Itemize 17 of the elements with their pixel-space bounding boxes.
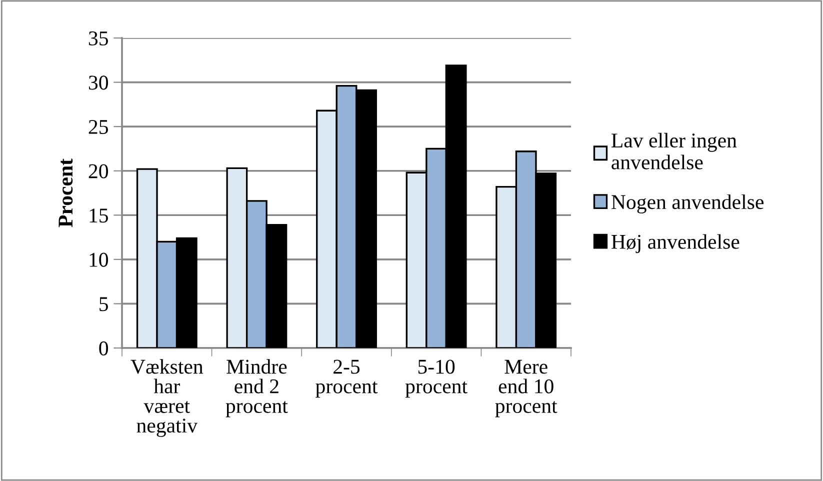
x-tick-label: 5-10 procent <box>405 360 468 398</box>
y-tick-label: 35 <box>88 31 108 46</box>
legend-label: Nogen anvendelse <box>612 194 764 214</box>
y-tick-label: 30 <box>88 76 108 90</box>
y-axis-title: Procent <box>58 158 73 228</box>
legend-label: Høj anvendelse <box>612 234 740 254</box>
y-tick-label: 10 <box>90 252 108 267</box>
y-tick-label: 25 <box>88 120 108 134</box>
y-tick-label: 0 <box>99 341 108 356</box>
x-tick-label: Mere end 10 procent <box>495 360 558 418</box>
x-tick-label: Mindre end 2 procent <box>226 359 288 418</box>
y-tick-label: 20 <box>88 164 108 178</box>
y-tick-label: 5 <box>100 297 108 312</box>
x-tick-label: Væksten har været negativ <box>130 359 204 437</box>
x-tick-label: 2-5 procent <box>316 360 378 398</box>
y-tick-label: 15 <box>90 208 108 223</box>
legend-label: Lav eller ingen anvendelse <box>612 132 737 170</box>
